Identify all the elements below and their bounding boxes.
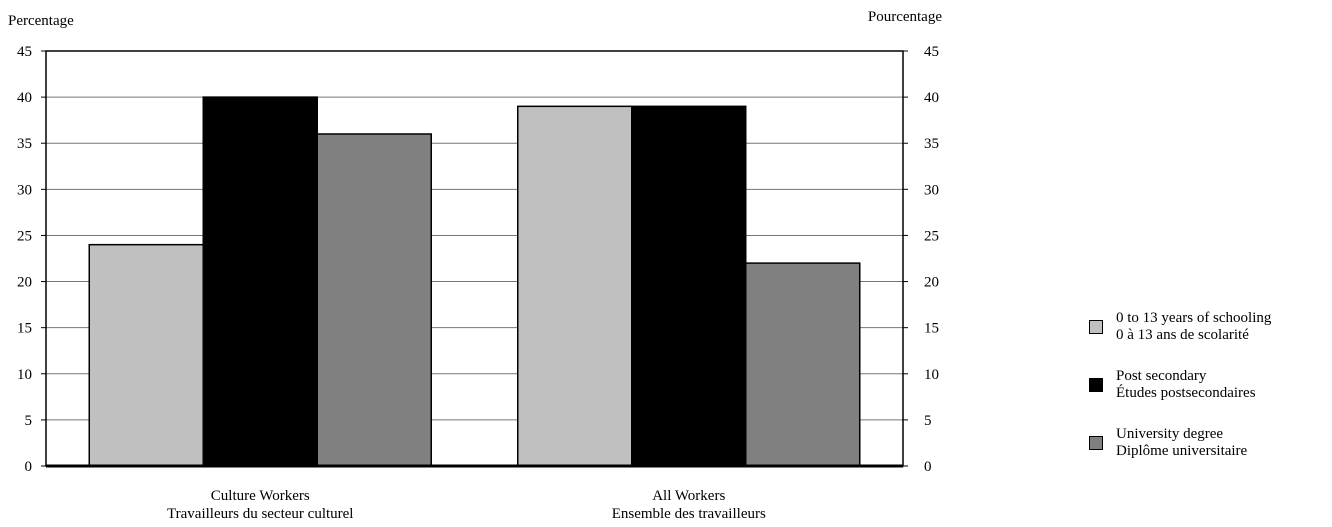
y-tick-label-left: 0 (25, 459, 33, 475)
x-axis-labels: Culture Workers Travailleurs du secteur c… (167, 488, 766, 522)
y-tick-label-right: 20 (924, 275, 939, 291)
legend-item-post-secondary: Post secondary Études postsecondaires (1087, 368, 1327, 426)
y-tick-label-right: 45 (924, 44, 939, 60)
legend-item-university: University degree Diplôme universitaire (1087, 426, 1327, 484)
y-tick-label-right: 5 (924, 413, 932, 429)
y-tick-label-right: 0 (924, 459, 932, 475)
x-tick-label-fr: Travailleurs du secteur culturel (167, 506, 353, 522)
bar (517, 105, 633, 467)
y-tick-label-right: 10 (924, 367, 939, 383)
tick-labels: 0 0 5 5 10 10 15 15 20 20 25 25 30 30 35 35 40 40 45 45 (17, 44, 939, 475)
y-tick-label-left: 30 (17, 182, 32, 198)
y-tick-label-left: 35 (17, 136, 32, 152)
bars (88, 96, 861, 467)
bar (745, 262, 861, 467)
y-tick-label-left: 25 (17, 228, 32, 244)
legend-swatch-schooling (1089, 320, 1103, 334)
y-axis-label-right: Pourcentage (868, 9, 942, 25)
y-tick-label-right: 25 (924, 228, 939, 244)
legend-label-fr: Études postsecondaires (1116, 385, 1256, 401)
y-tick-label-right: 15 (924, 321, 939, 337)
y-tick-label-left: 15 (17, 321, 32, 337)
bar (631, 105, 747, 467)
legend-label: University degree (1116, 426, 1224, 442)
bar (316, 133, 432, 467)
y-tick-label-right: 35 (924, 136, 939, 152)
y-tick-label-left: 45 (17, 44, 32, 60)
bar (88, 243, 204, 467)
legend-swatch-university (1089, 436, 1103, 450)
legend-label-fr: Diplôme universitaire (1116, 443, 1248, 459)
legend-label-fr: 0 à 13 ans de scolarité (1116, 327, 1249, 343)
y-tick-label-right: 40 (924, 90, 939, 106)
legend-swatch-post-secondary (1089, 378, 1103, 392)
legend-label: Post secondary (1116, 368, 1207, 384)
y-tick-label-right: 30 (924, 182, 939, 198)
y-tick-label-left: 5 (25, 413, 33, 429)
axes (41, 50, 908, 468)
bar (202, 96, 318, 467)
y-tick-label-left: 20 (17, 275, 32, 291)
y-axis-label-left: Percentage (8, 13, 74, 29)
x-tick-label-fr: Ensemble des travailleurs (612, 506, 766, 522)
x-tick-label: Culture Workers (211, 488, 310, 504)
y-tick-label-left: 10 (17, 367, 32, 383)
legend-item-schooling: 0 to 13 years of schooling 0 à 13 ans de… (1087, 310, 1327, 368)
legend: 0 to 13 years of schooling 0 à 13 ans de… (1087, 310, 1327, 484)
y-tick-label-left: 40 (17, 90, 32, 106)
x-tick-label: All Workers (652, 488, 725, 504)
legend-label: 0 to 13 years of schooling (1116, 310, 1272, 326)
